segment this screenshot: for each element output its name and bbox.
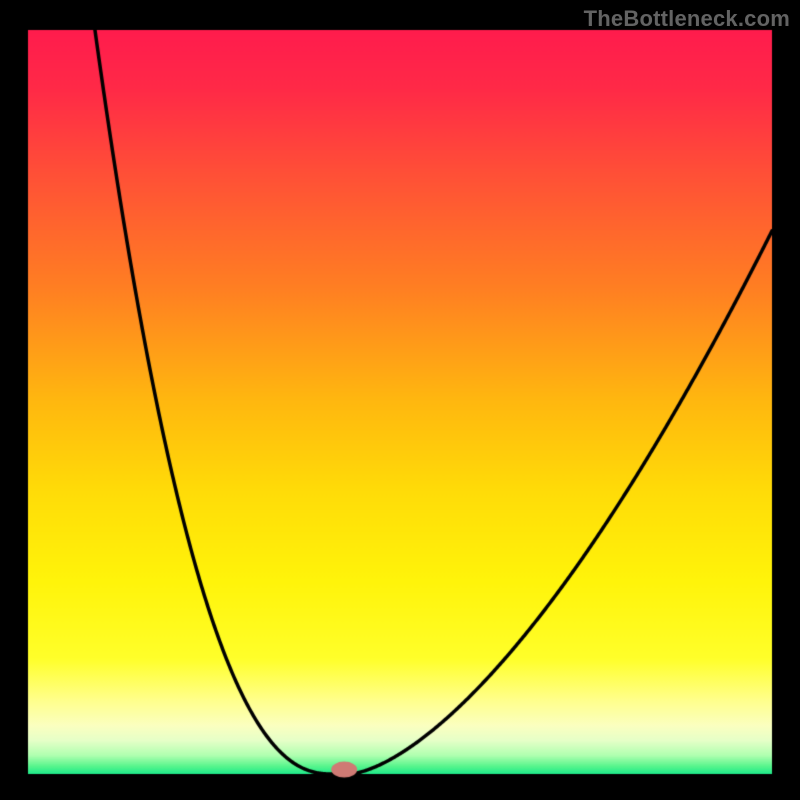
bottleneck-chart xyxy=(0,0,800,800)
